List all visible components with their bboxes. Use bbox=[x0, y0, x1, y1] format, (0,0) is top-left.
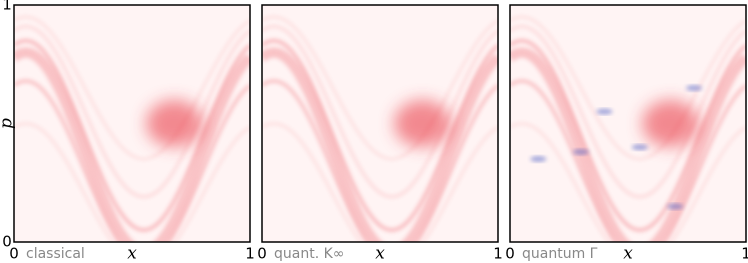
heatmap-blob bbox=[642, 99, 699, 148]
x-tick-label: 1 bbox=[493, 245, 503, 263]
x-tick-label: 1 bbox=[741, 245, 748, 263]
heatmap-band bbox=[510, 38, 746, 232]
heatmap-negative bbox=[596, 108, 613, 115]
heatmap-band bbox=[510, 122, 746, 242]
heatmap-negative bbox=[667, 203, 684, 210]
y-tick-label: 1 bbox=[2, 0, 12, 14]
x-axis-label: x bbox=[127, 244, 137, 263]
heatmap-blob bbox=[146, 99, 203, 148]
heatmap bbox=[14, 5, 250, 242]
panel-annotation: quantum Γ bbox=[522, 246, 598, 262]
heatmap-band bbox=[510, 47, 746, 242]
heatmap-band bbox=[510, 79, 746, 242]
heatmap-blob bbox=[394, 99, 451, 148]
axes-frame bbox=[509, 4, 747, 243]
x-tick-label: 0 bbox=[505, 245, 515, 263]
heatmap-band bbox=[262, 122, 498, 242]
heatmap-band bbox=[262, 38, 498, 232]
heatmap-negative bbox=[686, 84, 703, 91]
x-axis-label: x bbox=[375, 244, 385, 263]
heatmap-negative bbox=[631, 144, 648, 151]
heatmap-band bbox=[510, 15, 746, 161]
y-axis-label: p bbox=[0, 118, 17, 129]
x-tick-label: 0 bbox=[9, 245, 19, 263]
heatmap bbox=[510, 5, 746, 242]
heatmap-band bbox=[14, 15, 250, 161]
heatmap-negative bbox=[530, 156, 547, 163]
x-axis-label: x bbox=[623, 244, 633, 263]
panel-annotation: quant. K∞ bbox=[274, 246, 344, 262]
heatmap-band bbox=[14, 79, 250, 242]
heatmap-negative bbox=[572, 148, 589, 155]
heatmap-band bbox=[262, 47, 498, 242]
axes-frame bbox=[13, 4, 251, 243]
heatmap-band bbox=[14, 47, 250, 242]
y-tick-label: 0 bbox=[2, 233, 12, 251]
heatmap-band bbox=[14, 122, 250, 242]
heatmap-band bbox=[262, 25, 498, 199]
heatmap-band bbox=[262, 79, 498, 242]
axes-frame bbox=[261, 4, 499, 243]
heatmap-band bbox=[14, 25, 250, 199]
heatmap-band bbox=[510, 25, 746, 199]
x-tick-label: 1 bbox=[245, 245, 255, 263]
heatmap-band bbox=[262, 15, 498, 161]
panel-annotation: classical bbox=[26, 246, 85, 262]
x-tick-label: 0 bbox=[257, 245, 267, 263]
heatmap bbox=[262, 5, 498, 242]
heatmap-band bbox=[14, 38, 250, 232]
